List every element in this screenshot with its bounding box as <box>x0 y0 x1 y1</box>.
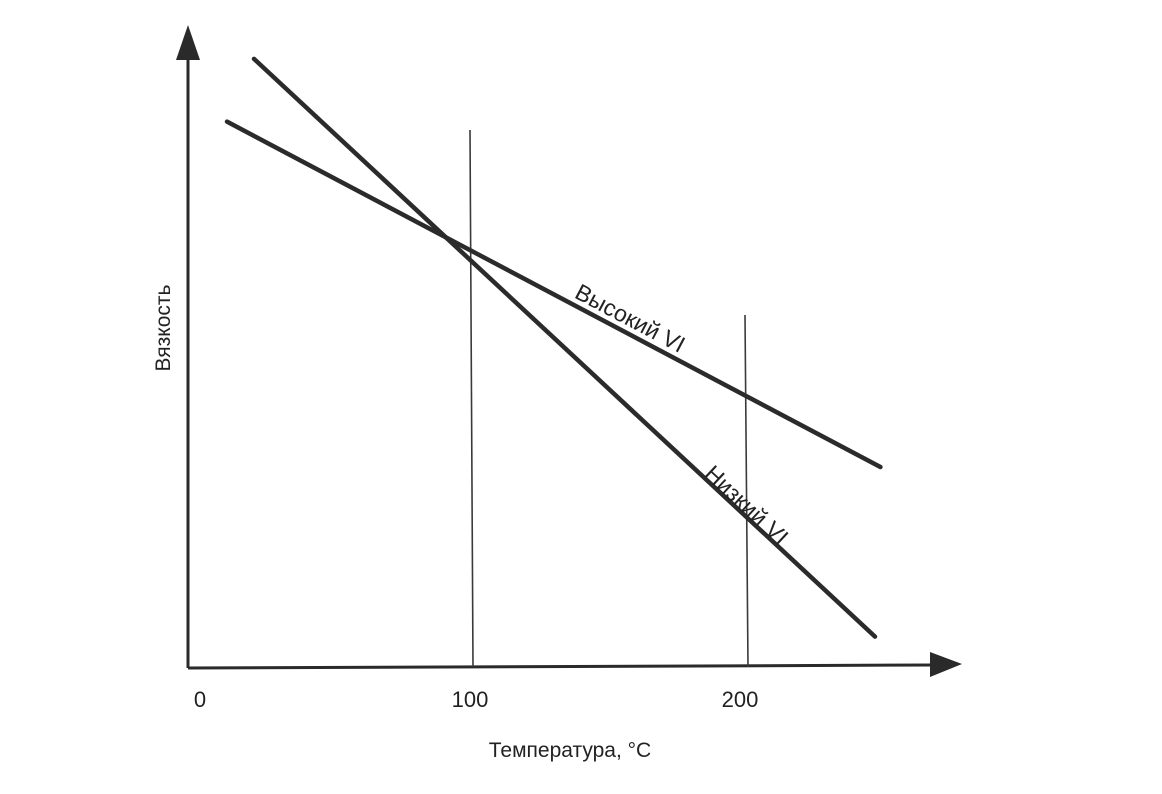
x-axis <box>187 652 962 677</box>
x-tick-label-200: 200 <box>722 687 759 712</box>
x-tick-label-0: 0 <box>194 687 206 712</box>
x-tick-labels: 0 100 200 <box>194 687 758 712</box>
reference-lines <box>469 129 749 668</box>
reference-line-200 <box>744 314 749 668</box>
x-axis-label: Температура, °C <box>489 739 651 762</box>
series-line-high-vi <box>224 119 883 470</box>
x-axis-line <box>187 663 936 670</box>
series-label-high-vi: Высокий VI <box>571 279 690 358</box>
series-lines <box>224 56 883 639</box>
y-axis <box>176 25 200 668</box>
reference-line-100 <box>469 129 474 668</box>
y-axis-arrow <box>176 25 200 60</box>
x-axis-arrow <box>930 652 962 677</box>
y-axis-label: Вязкость <box>152 284 175 371</box>
series-line-low-vi <box>251 56 878 639</box>
x-tick-label-100: 100 <box>452 687 489 712</box>
